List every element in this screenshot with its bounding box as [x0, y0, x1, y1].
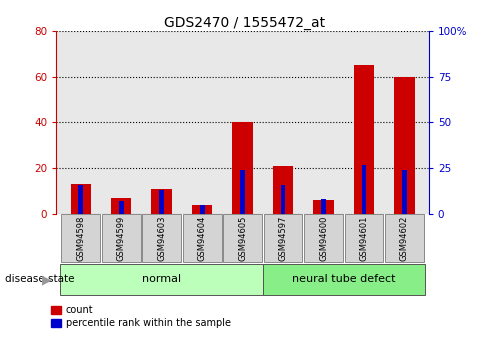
Bar [264, 214, 302, 262]
Bar [78, 185, 83, 214]
Text: neural tube defect: neural tube defect [292, 274, 395, 284]
Text: GDS2470 / 1555472_at: GDS2470 / 1555472_at [165, 16, 325, 30]
Bar [119, 201, 123, 214]
Text: disease state: disease state [5, 275, 74, 284]
Bar [223, 214, 262, 262]
Bar [61, 214, 100, 262]
Bar [394, 77, 415, 214]
Bar [71, 184, 91, 214]
Bar [159, 190, 164, 214]
Text: normal: normal [142, 274, 181, 284]
Bar [102, 214, 141, 262]
Bar [192, 205, 212, 214]
Text: GSM94603: GSM94603 [157, 215, 166, 261]
Text: GSM94598: GSM94598 [76, 215, 85, 261]
Bar [402, 170, 407, 214]
Bar [281, 185, 286, 214]
Bar [151, 189, 172, 214]
Bar [314, 200, 334, 214]
Text: GSM94605: GSM94605 [238, 215, 247, 261]
Bar [354, 65, 374, 214]
Bar [273, 166, 293, 214]
Bar [385, 214, 424, 262]
Bar [183, 214, 221, 262]
Bar [263, 264, 425, 295]
Text: GSM94601: GSM94601 [360, 215, 368, 261]
Bar [344, 214, 383, 262]
Legend: count, percentile rank within the sample: count, percentile rank within the sample [51, 305, 231, 328]
Bar [60, 264, 263, 295]
Text: GSM94600: GSM94600 [319, 215, 328, 261]
Bar [199, 205, 204, 214]
Bar [304, 214, 343, 262]
Bar [321, 199, 326, 214]
Bar [142, 214, 181, 262]
Bar [362, 165, 367, 214]
Text: GSM94599: GSM94599 [117, 215, 125, 261]
Bar [232, 122, 253, 214]
Text: GSM94597: GSM94597 [278, 215, 288, 261]
Text: ▶: ▶ [42, 273, 51, 286]
Bar [111, 198, 131, 214]
Bar [240, 170, 245, 214]
Text: GSM94604: GSM94604 [197, 215, 207, 261]
Text: GSM94602: GSM94602 [400, 215, 409, 261]
